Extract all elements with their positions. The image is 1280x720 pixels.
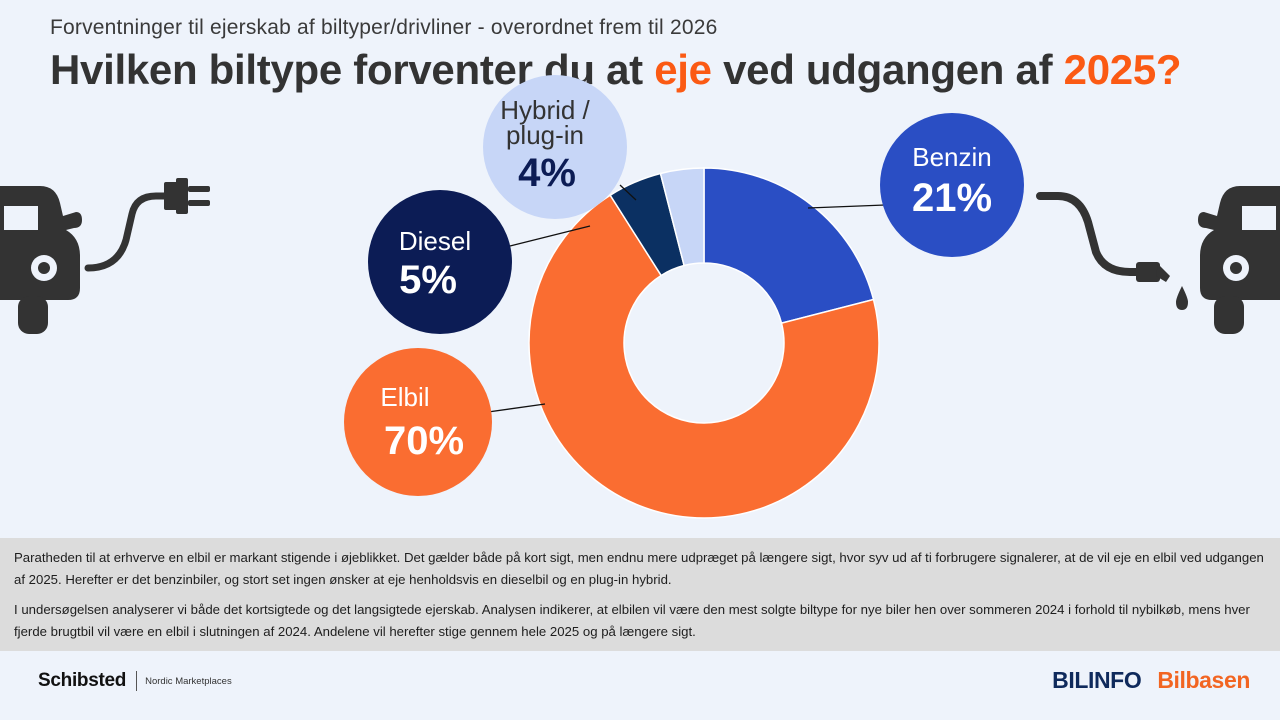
leader-line-hybrid [619, 184, 637, 201]
donut-slice-hybrid-plug-in [659, 167, 705, 267]
footer-schibsted-logo: Schibsted Nordic Marketplaces [38, 670, 232, 692]
commentary-paragraph-2: I undersøgelsen analyserer vi både det k… [14, 602, 1250, 639]
leader-line-diesel [509, 225, 591, 247]
footer-partner-logos: BILINFO Bilbasen [1052, 667, 1250, 694]
title-text-2: ved udgangen af [711, 46, 1064, 93]
value-diesel: 5% [399, 258, 457, 302]
donut-slice-elbil [528, 194, 880, 519]
label-elbil: Elbil [380, 382, 429, 412]
fuel-car-pump-icon [1036, 186, 1280, 334]
commentary-paragraph-1: Paratheden til at erhverve en elbil er m… [14, 550, 1264, 587]
value-elbil: 70% [384, 419, 464, 463]
label-hybrid-line1: Hybrid / [500, 95, 590, 125]
bubble-elbil: Elbil 70% [344, 348, 492, 496]
bilbasen-logo: Bilbasen [1157, 667, 1250, 693]
nordic-marketplaces-text: Nordic Marketplaces [145, 675, 232, 687]
bubble-hybrid-circle [483, 75, 627, 219]
bubble-hybrid: Hybrid / plug-in 4% [483, 75, 627, 219]
commentary-box: Paratheden til at erhverve en elbil er m… [0, 538, 1280, 651]
bubble-benzin: Benzin 21% [880, 113, 1024, 257]
page-subtitle: Forventninger til ejerskab af biltyper/d… [50, 16, 718, 39]
bubble-diesel-circle [368, 190, 512, 334]
value-benzin: 21% [912, 176, 992, 220]
schibsted-logo-text: Schibsted [38, 670, 127, 691]
footer-divider [136, 671, 138, 691]
value-hybrid: 4% [518, 151, 576, 195]
donut-slice-benzin [703, 167, 875, 325]
label-diesel: Diesel [399, 226, 471, 256]
label-hybrid-line2: plug-in [506, 120, 584, 150]
title-highlight-year: 2025? [1063, 46, 1182, 93]
leader-line-benzin [807, 204, 886, 209]
bubble-benzin-circle [880, 113, 1024, 257]
bubble-elbil-circle [344, 348, 492, 496]
bubble-diesel: Diesel 5% [368, 190, 512, 334]
electric-car-plug-icon [0, 178, 210, 334]
donut-slices [528, 167, 880, 519]
leader-line-elbil [487, 403, 546, 413]
label-benzin: Benzin [912, 142, 992, 172]
bilinfo-logo: BILINFO [1052, 667, 1142, 693]
title-highlight-eje: eje [654, 46, 712, 93]
